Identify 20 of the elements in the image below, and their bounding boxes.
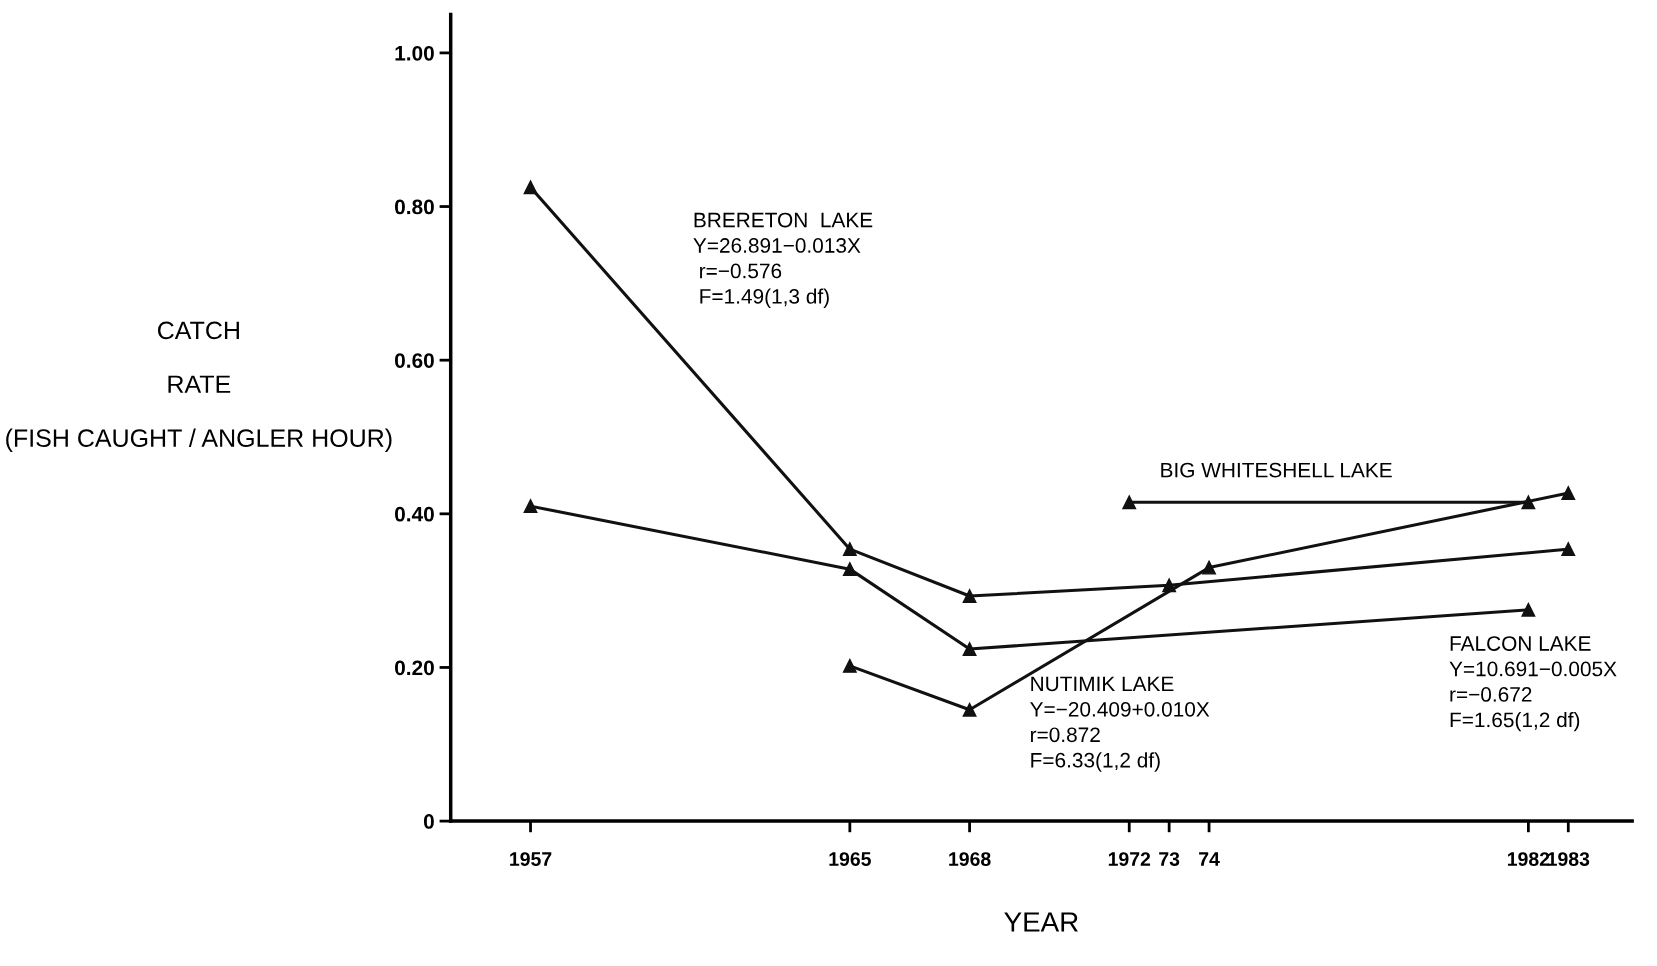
y-tick-label: 0 <box>423 814 434 829</box>
y-tick-label: 1.00 <box>395 45 434 61</box>
x-tick-label: 1972 <box>1108 852 1151 866</box>
x-tick-label: 74 <box>1199 852 1220 866</box>
x-tick-label: 1965 <box>829 852 871 866</box>
y-tick-label: 0.20 <box>395 660 434 676</box>
x-tick-label: 1983 <box>1547 852 1590 866</box>
x-tick-label: 1982 <box>1507 852 1550 866</box>
x-tick-label: 1957 <box>510 852 552 866</box>
annotation: FALCON LAKE Y=10.691−0.005X r=−0.672 F=1.65(1,2 df) <box>1449 636 1617 732</box>
y-tick-label: 0.80 <box>395 199 434 215</box>
text: CATCH RATE (FISH CAUGHT / ANGLER HOUR) <box>6 321 392 452</box>
y-tick-label: 0.40 <box>395 506 434 522</box>
annotation: BIG WHITESHELL LAKE <box>1161 462 1392 478</box>
annotation: NUTIMIK LAKE Y=−20.409+0.010X r=0.872 F=6.33(1,2 df) <box>1030 676 1210 772</box>
x-tick-label: 1968 <box>949 852 991 866</box>
y-tick-label: 0.60 <box>395 353 434 368</box>
x-axis-title: YEAR <box>1004 912 1078 932</box>
x-tick-label: 73 <box>1159 852 1180 866</box>
annotation: BRERETON LAKE Y=26.891−0.013X r=−0.576 F=1.49(1,3 df) <box>693 212 873 308</box>
